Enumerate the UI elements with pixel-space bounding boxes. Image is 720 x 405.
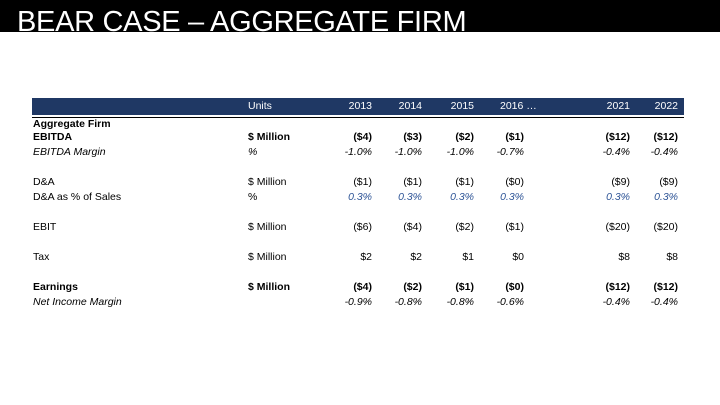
row-label: Tax xyxy=(33,251,50,263)
table-row-ebitda-margin: EBITDA Margin % -1.0% -1.0% -1.0% -0.7% … xyxy=(32,145,684,160)
table-header-row: Units 2013 2014 2015 2016 … 2021 2022 xyxy=(32,98,684,115)
table-cell: $0 xyxy=(512,251,524,263)
header-year: 2016 … xyxy=(500,100,537,112)
table-cell: ($1) xyxy=(455,176,474,188)
table-row-ebitda: EBITDA $ Million ($4) ($3) ($2) ($1) ($1… xyxy=(32,130,684,145)
table-cell: ($4) xyxy=(353,131,372,143)
table-cell: ($12) xyxy=(653,281,678,293)
table-cell: ($1) xyxy=(505,221,524,233)
row-label: Net Income Margin xyxy=(33,296,122,308)
section-heading: Aggregate Firm xyxy=(32,117,684,130)
header-year: 2015 xyxy=(450,100,474,112)
row-label: EBITDA Margin xyxy=(33,146,106,158)
row-label: EBITDA xyxy=(33,131,73,143)
table-cell: ($12) xyxy=(605,131,630,143)
table-cell: -0.8% xyxy=(394,296,422,308)
table-row-tax: Tax $ Million $2 $2 $1 $0 $8 $8 xyxy=(32,250,684,265)
table-cell: $8 xyxy=(618,251,630,263)
table-cell: 0.3% xyxy=(348,191,372,203)
row-label: D&A as % of Sales xyxy=(33,191,122,203)
table-cell: -0.8% xyxy=(446,296,474,308)
header-year: 2013 xyxy=(348,100,372,112)
table-row-ebit: EBIT $ Million ($6) ($4) ($2) ($1) ($20)… xyxy=(32,220,684,235)
table-cell: ($4) xyxy=(353,281,372,293)
table-row-net-income-margin: Net Income Margin -0.9% -0.8% -0.8% -0.6… xyxy=(32,295,684,310)
table-cell: ($0) xyxy=(505,281,524,293)
table-row-da: D&A $ Million ($1) ($1) ($1) ($0) ($9) (… xyxy=(32,175,684,190)
table-cell: -0.4% xyxy=(650,146,678,158)
table-cell: 0.3% xyxy=(500,191,524,203)
table-cell: ($1) xyxy=(353,176,372,188)
table-cell: -0.4% xyxy=(650,296,678,308)
table-cell: ($3) xyxy=(403,131,422,143)
table-cell: 0.3% xyxy=(654,191,678,203)
table-row-da-pct: D&A as % of Sales % 0.3% 0.3% 0.3% 0.3% … xyxy=(32,190,684,205)
row-unit: $ Million xyxy=(248,176,287,188)
row-spacer xyxy=(32,265,684,280)
header-year: 2021 xyxy=(606,100,630,112)
table-cell: -0.6% xyxy=(496,296,524,308)
table-cell: $2 xyxy=(410,251,422,263)
table-cell: ($12) xyxy=(605,281,630,293)
table-cell: ($1) xyxy=(505,131,524,143)
row-label: D&A xyxy=(33,176,55,188)
section-label: Aggregate Firm xyxy=(33,118,111,130)
table-cell: $2 xyxy=(360,251,372,263)
header-units: Units xyxy=(248,100,272,112)
table-cell: -1.0% xyxy=(344,146,372,158)
table-cell: 0.3% xyxy=(450,191,474,203)
table-cell: ($1) xyxy=(455,281,474,293)
financial-table: Units 2013 2014 2015 2016 … 2021 2022 Ag… xyxy=(32,98,684,310)
table-cell: ($4) xyxy=(403,221,422,233)
table-cell: -0.7% xyxy=(496,146,524,158)
table-cell: $8 xyxy=(666,251,678,263)
table-cell: ($9) xyxy=(611,176,630,188)
table-cell: ($9) xyxy=(659,176,678,188)
row-unit: $ Million xyxy=(248,221,287,233)
table-cell: ($0) xyxy=(505,176,524,188)
header-year: 2014 xyxy=(398,100,422,112)
row-spacer xyxy=(32,160,684,175)
slide-title: BEAR CASE – AGGREGATE FIRM xyxy=(17,6,467,32)
table-cell: ($2) xyxy=(455,131,474,143)
row-unit: % xyxy=(248,191,258,203)
table-cell: -0.4% xyxy=(602,296,630,308)
table-cell: 0.3% xyxy=(398,191,422,203)
table-cell: -0.4% xyxy=(602,146,630,158)
table-cell: $1 xyxy=(462,251,474,263)
table-cell: ($20) xyxy=(653,221,678,233)
row-label: Earnings xyxy=(33,281,78,293)
row-unit: $ Million xyxy=(248,251,287,263)
row-unit: $ Million xyxy=(248,131,290,143)
table-cell: 0.3% xyxy=(606,191,630,203)
table-cell: ($1) xyxy=(403,176,422,188)
row-label: EBIT xyxy=(33,221,57,233)
table-cell: -0.9% xyxy=(344,296,372,308)
header-year: 2022 xyxy=(654,100,678,112)
table-cell: ($12) xyxy=(653,131,678,143)
table-cell: ($6) xyxy=(353,221,372,233)
title-bar: BEAR CASE – AGGREGATE FIRM xyxy=(0,0,720,32)
table-cell: -1.0% xyxy=(446,146,474,158)
table-cell: ($2) xyxy=(455,221,474,233)
table-cell: -1.0% xyxy=(394,146,422,158)
row-unit: % xyxy=(248,146,258,158)
table-cell: ($20) xyxy=(605,221,630,233)
table-cell: ($2) xyxy=(403,281,422,293)
row-spacer xyxy=(32,205,684,220)
row-unit: $ Million xyxy=(248,281,290,293)
table-row-earnings: Earnings $ Million ($4) ($2) ($1) ($0) (… xyxy=(32,280,684,295)
row-spacer xyxy=(32,235,684,250)
